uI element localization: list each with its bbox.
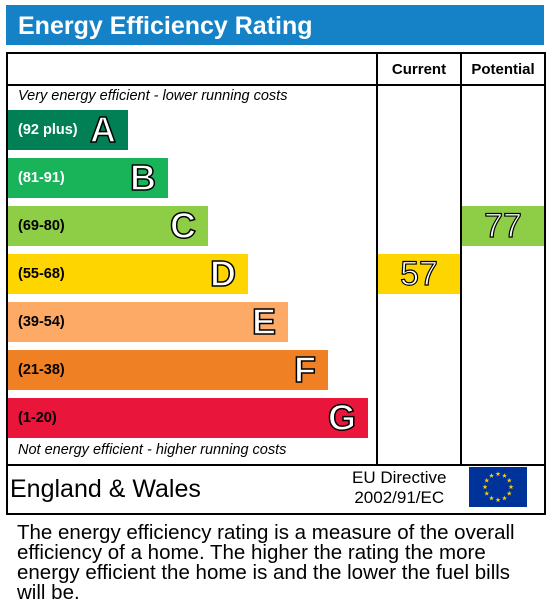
- band-range-label: (69-80): [18, 218, 65, 234]
- explanation-text: The energy efficiency rating is a measur…: [17, 521, 515, 604]
- score-potential: 77: [462, 206, 544, 246]
- caption-efficient: Very energy efficient - lower running co…: [18, 88, 288, 104]
- band-range-label: (92 plus): [18, 122, 78, 138]
- chart-title: Energy Efficiency Rating: [18, 12, 313, 40]
- band-range-label: (1-20): [18, 410, 57, 426]
- band-d: (55-68) D: [8, 252, 248, 295]
- band-letter: C: [169, 204, 197, 247]
- divider-current: [376, 54, 378, 464]
- band-range-label: (81-91): [18, 170, 65, 186]
- eu-directive: EU Directive 2002/91/EC: [352, 468, 446, 508]
- score-current: 57: [378, 254, 460, 294]
- band-letter: F: [293, 348, 317, 391]
- band-a: (92 plus) A: [8, 108, 128, 151]
- directive-line1: EU Directive: [352, 468, 447, 487]
- band-range-label: (39-54): [18, 314, 65, 330]
- footer-rule: [8, 464, 544, 466]
- band-range-label: (21-38): [18, 362, 65, 378]
- band-c: (69-80) C: [8, 204, 208, 247]
- band-letter: B: [129, 156, 157, 199]
- column-header-potential: Potential: [471, 61, 535, 78]
- eu-flag-icon: [469, 467, 527, 507]
- band-b: (81-91) B: [8, 156, 168, 199]
- band-range-label: (55-68): [18, 266, 65, 282]
- band-g: (1-20) G: [8, 396, 368, 439]
- rating-table: Current Potential Very energy efficient …: [6, 52, 546, 515]
- band-f: (21-38) F: [8, 348, 328, 391]
- divider-potential: [460, 54, 462, 464]
- band-letter: G: [327, 396, 357, 439]
- band-e: (39-54) E: [8, 300, 288, 343]
- column-header-current: Current: [391, 61, 447, 78]
- band-letter: A: [89, 108, 117, 151]
- band-letter: D: [209, 252, 237, 295]
- directive-line2: 2002/91/EC: [354, 488, 445, 507]
- title-bar: Energy Efficiency Rating: [6, 5, 544, 45]
- band-letter: E: [251, 300, 277, 343]
- header-rule: [8, 84, 544, 86]
- caption-inefficient: Not energy efficient - higher running co…: [18, 442, 287, 458]
- region-label: England & Wales: [10, 475, 201, 503]
